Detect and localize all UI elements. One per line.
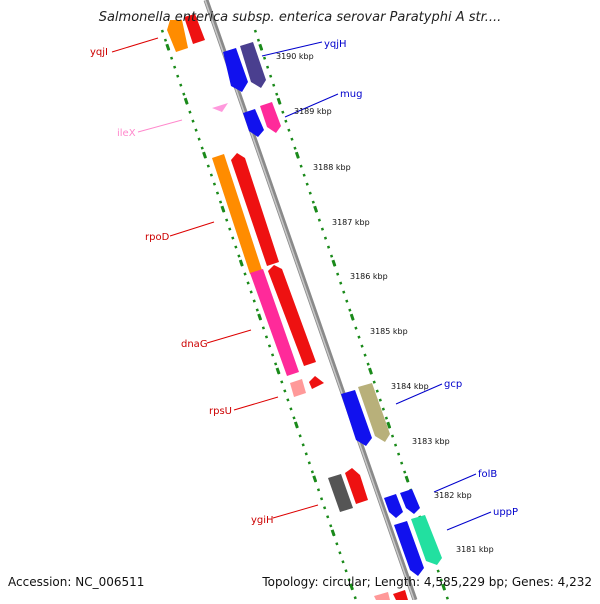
major-tick	[275, 367, 281, 375]
gene-label-gcp: gcp	[444, 379, 462, 390]
major-tick	[349, 583, 354, 590]
major-tick	[238, 259, 244, 267]
leader-rpoD	[169, 221, 215, 237]
major-tick	[220, 205, 226, 213]
scale-label-3184: 3184 kbp	[391, 382, 429, 391]
gene-arrow-dnaG-cds	[250, 269, 299, 376]
scale-label-3183: 3183 kbp	[412, 437, 450, 446]
scale-label-3188: 3188 kbp	[313, 163, 351, 172]
gene-arrow-uppP-gene	[411, 515, 442, 565]
topology-summary: Topology: circular; Length: 4,585,229 bp…	[262, 575, 592, 589]
gene-label-folB: folB	[478, 469, 497, 480]
gene-label-ileX: ileX	[117, 128, 136, 139]
leader-gcp	[395, 383, 443, 405]
gene-arrow-rpsU-cds	[290, 379, 306, 397]
genome-backbone	[203, 0, 418, 601]
major-tick	[183, 97, 189, 105]
leader-yqjI	[111, 37, 159, 53]
gene-arrow-ygiH-cds	[328, 474, 353, 512]
major-tick	[293, 421, 299, 429]
major-tick	[349, 313, 355, 321]
gene-label-rpoD: rpoD	[145, 232, 170, 243]
gene-arrow-yqjH-cds	[223, 48, 248, 92]
gene-label-dnaG: dnaG	[181, 339, 208, 350]
gene-arrow-rpsU-gene	[309, 376, 324, 389]
gene-label-yqjI: yqjI	[90, 47, 108, 58]
scale-label-3186: 3186 kbp	[350, 272, 388, 281]
major-tick	[312, 475, 318, 483]
leader-ygiH	[272, 504, 319, 519]
major-tick	[330, 529, 336, 537]
scale-label-3182: 3182 kbp	[434, 491, 472, 500]
gene-arrow-bottom-2	[393, 590, 408, 600]
gene-arrow-folB-gene	[400, 489, 420, 514]
gene-arrow-bottom-1	[374, 592, 390, 600]
scale-label-3181: 3181 kbp	[456, 545, 494, 554]
gene-arrow-yqjH-gene	[240, 42, 266, 88]
scale-label-3189: 3189 kbp	[294, 107, 332, 116]
accession-label: Accession: NC_006511	[8, 575, 145, 589]
gene-arrow-ileX	[212, 103, 228, 112]
gene-arrow-mug-gene	[260, 102, 281, 133]
major-tick	[276, 97, 282, 105]
gene-arrow-mug-cds	[243, 109, 264, 137]
scale-label-3185: 3185 kbp	[370, 327, 408, 336]
leader-rpsU	[233, 396, 279, 411]
genome-backbone-highlight	[204, 0, 415, 601]
major-tick	[404, 475, 410, 483]
major-tick	[165, 43, 171, 51]
gene-label-mug: mug	[340, 89, 362, 100]
major-tick	[257, 313, 263, 321]
major-tick	[202, 151, 207, 159]
gene-arrow-rpoD-gene	[231, 153, 279, 266]
gene-arrow-rpoD-cds	[212, 154, 262, 274]
map-title: Salmonella enterica subsp. enterica sero…	[98, 10, 502, 25]
gene-arrow-ygiH-gene	[345, 468, 368, 504]
major-tick	[368, 367, 373, 375]
leader-yqjH	[261, 41, 323, 57]
major-tick	[258, 43, 264, 51]
leader-mug	[284, 93, 339, 118]
major-tick	[294, 151, 300, 159]
gene-label-ygiH: ygiH	[251, 515, 274, 526]
major-tick	[313, 205, 318, 213]
gene-label-uppP: uppP	[493, 507, 518, 518]
gene-arrow-folB-cds	[384, 494, 403, 518]
gene-arrow-uppP-cds	[394, 521, 424, 576]
major-tick	[441, 583, 446, 591]
leader-uppP	[446, 511, 492, 531]
gene-label-yqjH: yqjH	[324, 39, 347, 50]
leader-ileX	[137, 119, 183, 133]
gene-arrow-gcp-cds	[341, 390, 372, 446]
gene-arrow-gcp-gene	[358, 383, 390, 442]
major-tick	[331, 259, 337, 267]
leader-folB	[433, 473, 477, 493]
major-ticks	[165, 43, 446, 591]
scale-label-3190: 3190 kbp	[276, 52, 314, 61]
gene-arrow-yqjI-2	[184, 14, 205, 44]
gene-arrow-yqjI	[167, 20, 188, 52]
major-tick	[386, 421, 392, 429]
gene-arrow-dnaG-gene	[268, 265, 316, 366]
leader-dnaG	[206, 329, 252, 344]
scale-label-3187: 3187 kbp	[332, 218, 370, 227]
gene-label-rpsU: rpsU	[209, 406, 232, 417]
